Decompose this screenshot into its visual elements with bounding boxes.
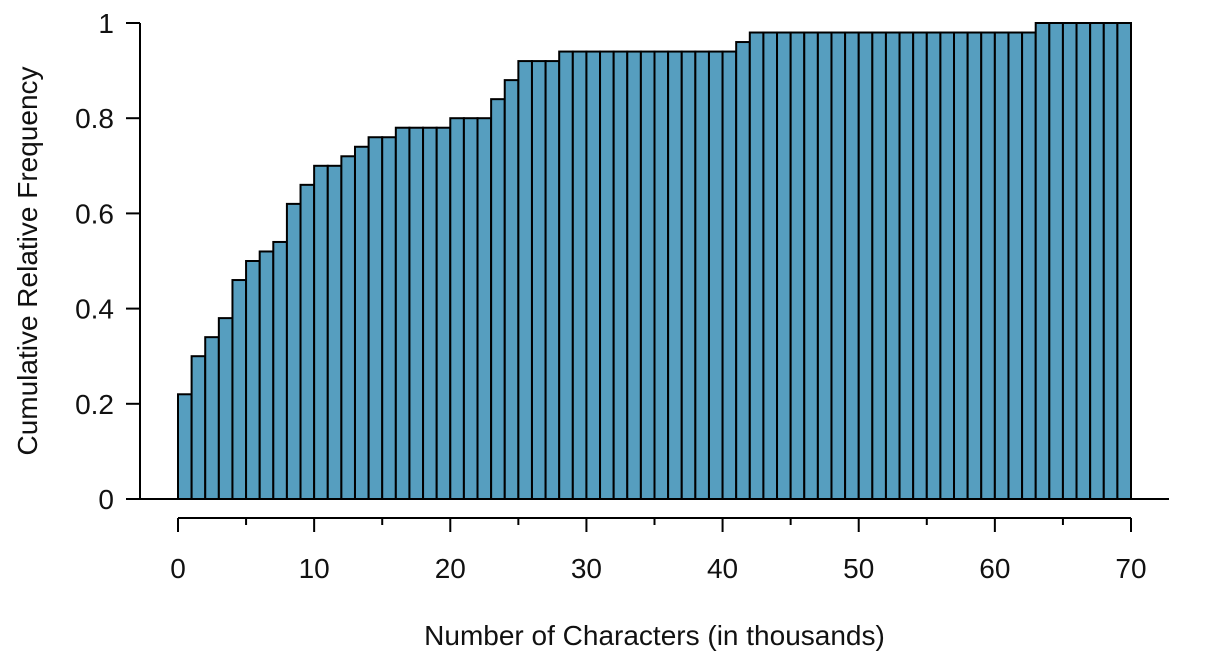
histogram-bar bbox=[326, 164, 343, 501]
histogram-bar bbox=[231, 279, 248, 501]
histogram-bar bbox=[1116, 22, 1133, 500]
histogram-bar bbox=[1089, 22, 1105, 500]
histogram-bar bbox=[245, 260, 261, 500]
histogram-bar bbox=[912, 31, 928, 501]
histogram-bar bbox=[653, 50, 670, 501]
histogram-bar bbox=[599, 50, 615, 501]
histogram-bar bbox=[285, 202, 302, 500]
x-tick-label: 40 bbox=[707, 553, 738, 584]
histogram-bar bbox=[408, 126, 425, 500]
bars-group bbox=[177, 22, 1133, 501]
histogram-bar bbox=[1061, 22, 1078, 500]
histogram-bar bbox=[381, 136, 397, 501]
histogram-bar bbox=[871, 31, 887, 501]
histogram-bar bbox=[953, 31, 969, 501]
histogram-bar bbox=[939, 31, 956, 501]
histogram-bar bbox=[1102, 22, 1119, 500]
y-tick-label: 0.2 bbox=[75, 389, 114, 420]
histogram-bar bbox=[204, 336, 220, 500]
histogram-bar bbox=[776, 31, 792, 501]
histogram-bar bbox=[844, 31, 860, 501]
histogram-bar bbox=[830, 31, 847, 501]
axes-group: 00.20.40.60.810 10 20 30 40 50 60 70 bbox=[75, 8, 1169, 584]
histogram-bar bbox=[476, 117, 493, 500]
histogram-bar bbox=[680, 50, 697, 501]
histogram-bar bbox=[857, 31, 874, 501]
histogram-bar bbox=[884, 31, 901, 501]
histogram-bar bbox=[313, 164, 329, 501]
y-tick-label: 0.6 bbox=[75, 198, 114, 229]
histogram-bar bbox=[1075, 22, 1092, 500]
histogram-bar bbox=[258, 250, 275, 500]
histogram-bar bbox=[1048, 22, 1064, 500]
histogram-bar bbox=[571, 50, 588, 501]
histogram-bar bbox=[462, 117, 479, 500]
histogram-bar bbox=[530, 60, 547, 501]
y-tick-label: 0 bbox=[98, 484, 114, 515]
x-tick-label: 70 bbox=[1115, 553, 1146, 584]
histogram-bar bbox=[353, 145, 370, 500]
histogram-bar bbox=[503, 79, 520, 501]
x-tick-label: 60 bbox=[979, 553, 1010, 584]
histogram-bar bbox=[422, 126, 438, 500]
histogram-bar bbox=[721, 50, 738, 501]
histogram-bar bbox=[898, 31, 915, 501]
histogram-bar bbox=[612, 50, 629, 501]
histogram-bar bbox=[762, 31, 779, 501]
histogram-bar bbox=[340, 155, 356, 500]
x-tick-label: 10 bbox=[299, 553, 330, 584]
histogram-bar bbox=[1034, 22, 1051, 500]
y-axis-title: Cumulative Relative Frequency bbox=[12, 66, 43, 455]
histogram-bar bbox=[789, 31, 806, 501]
histogram-bar bbox=[966, 31, 983, 501]
y-tick-label: 1 bbox=[98, 8, 114, 39]
histogram-bar bbox=[367, 136, 384, 501]
histogram-bar bbox=[190, 355, 207, 501]
histogram-bar bbox=[517, 60, 533, 501]
histogram-bar bbox=[993, 31, 1010, 501]
histogram-bar bbox=[585, 50, 602, 501]
histogram-bar bbox=[558, 50, 574, 501]
histogram-bar bbox=[217, 317, 234, 500]
histogram-bar bbox=[1021, 31, 1037, 501]
histogram-bar bbox=[707, 50, 724, 501]
histogram-bar bbox=[980, 31, 996, 501]
histogram-bar bbox=[694, 50, 710, 501]
histogram-bar bbox=[639, 50, 656, 501]
x-tick-label: 30 bbox=[571, 553, 602, 584]
x-tick-label: 0 bbox=[170, 553, 186, 584]
histogram-bar bbox=[490, 98, 506, 500]
x-tick-label: 20 bbox=[435, 553, 466, 584]
histogram-bar bbox=[435, 126, 452, 500]
y-tick-label: 0.4 bbox=[75, 294, 114, 325]
histogram-bar bbox=[1007, 31, 1024, 501]
histogram-bar bbox=[272, 240, 288, 501]
x-axis-title: Number of Characters (in thousands) bbox=[424, 620, 885, 651]
histogram-bar bbox=[299, 183, 316, 500]
histogram-bar bbox=[816, 31, 833, 501]
y-tick-label: 0.8 bbox=[75, 103, 114, 134]
histogram-bar bbox=[735, 41, 751, 500]
histogram-bar bbox=[667, 50, 683, 501]
histogram-bar bbox=[544, 60, 561, 501]
histogram-bar bbox=[803, 31, 819, 501]
histogram-bar bbox=[449, 117, 465, 500]
histogram-bar bbox=[177, 393, 193, 500]
histogram-bar bbox=[394, 126, 411, 500]
histogram-bar bbox=[925, 31, 942, 501]
histogram-bar bbox=[626, 50, 642, 501]
x-tick-label: 50 bbox=[843, 553, 874, 584]
histogram-bar bbox=[748, 31, 765, 501]
